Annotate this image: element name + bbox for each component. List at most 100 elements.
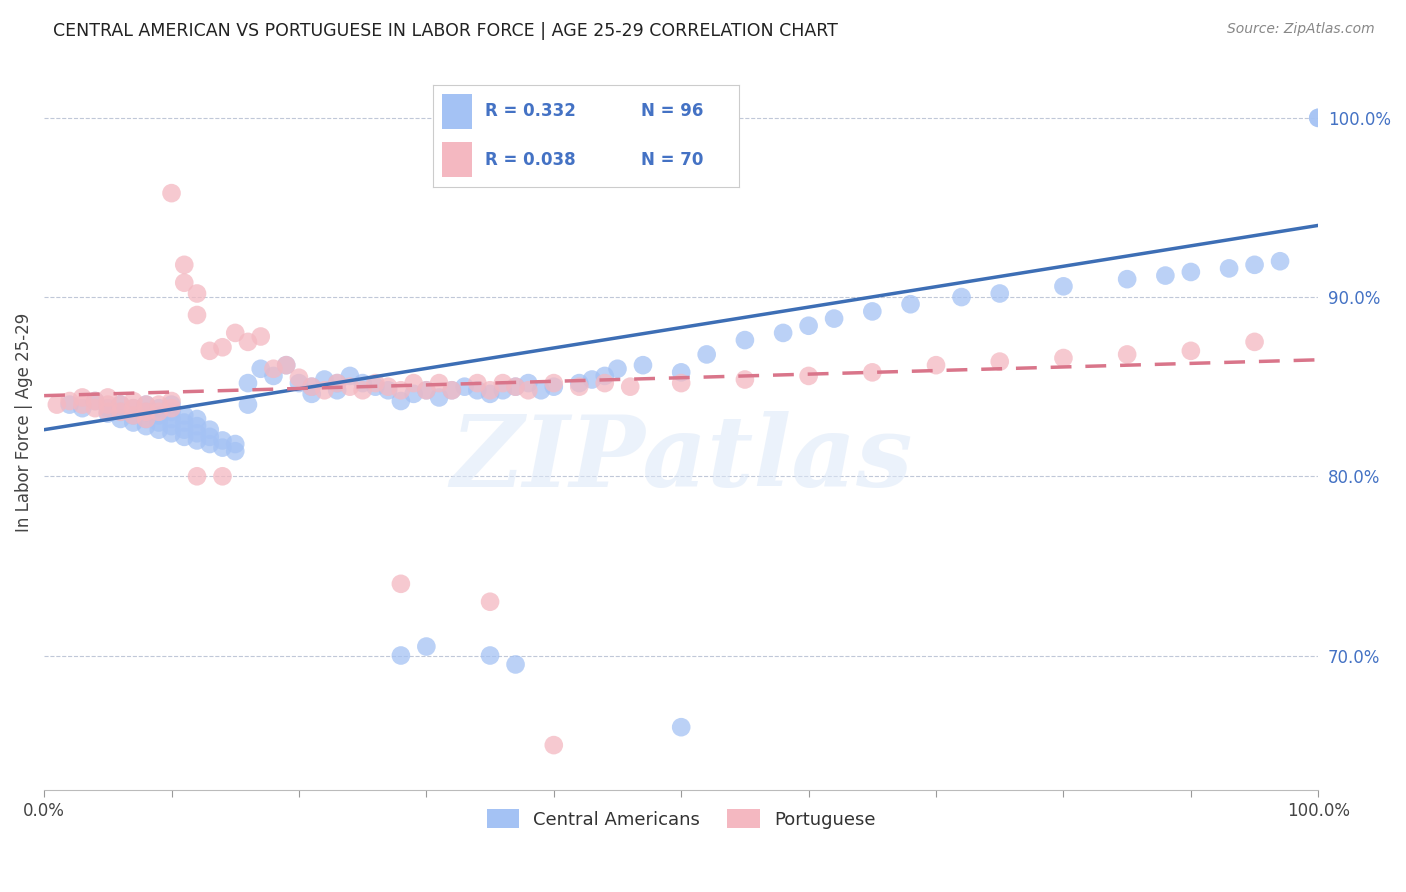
Point [160,426,183,441]
Point [479,387,502,401]
Text: Source: ZipAtlas.com: Source: ZipAtlas.com [1227,22,1375,37]
Point [135,412,157,426]
Point [58,398,80,412]
Point [543,738,565,752]
Point [198,343,221,358]
Point [198,430,221,444]
Point [148,423,170,437]
Point [45,398,67,412]
Point [110,405,132,419]
Point [988,286,1011,301]
Point [72,398,94,412]
Point [97,401,120,416]
Point [186,412,208,426]
Point [465,376,488,390]
Point [326,376,349,390]
Point [326,376,349,390]
Point [160,412,183,426]
Point [1308,111,1330,125]
Point [173,276,195,290]
Point [669,376,692,390]
Point [160,405,183,419]
Point [160,394,183,409]
Point [1243,258,1265,272]
Point [415,640,437,654]
Point [288,376,311,390]
Point [97,405,120,419]
Point [1180,343,1202,358]
Point [173,430,195,444]
Point [276,358,298,372]
Point [211,434,233,448]
Point [389,577,412,591]
Point [110,398,132,412]
Point [581,372,603,386]
Point [440,384,463,398]
Point [135,412,157,426]
Point [1180,265,1202,279]
Point [377,384,399,398]
Point [1154,268,1177,283]
Point [415,384,437,398]
Point [593,368,616,383]
Point [135,398,157,412]
Point [669,365,692,379]
Point [148,398,170,412]
Point [402,376,425,390]
Point [135,405,157,419]
Point [925,358,948,372]
Point [734,333,756,347]
Point [619,380,641,394]
Point [236,398,259,412]
Point [84,394,107,409]
Point [1243,334,1265,349]
Point [314,372,336,386]
Point [440,384,463,398]
Point [224,437,246,451]
Point [186,434,208,448]
Point [301,380,323,394]
Legend: Central Americans, Portuguese: Central Americans, Portuguese [479,802,883,836]
Point [249,329,271,343]
Point [276,358,298,372]
Point [1218,261,1240,276]
Point [301,387,323,401]
Point [288,370,311,384]
Point [236,376,259,390]
Point [505,657,527,672]
Point [160,401,183,416]
Point [110,398,132,412]
Point [198,423,221,437]
Point [135,398,157,412]
Point [339,380,361,394]
Point [72,401,94,416]
Point [797,368,820,383]
Point [186,469,208,483]
Point [148,405,170,419]
Point [696,347,718,361]
Point [173,416,195,430]
Point [135,419,157,434]
Point [314,384,336,398]
Point [415,384,437,398]
Text: CENTRAL AMERICAN VS PORTUGUESE IN LABOR FORCE | AGE 25-29 CORRELATION CHART: CENTRAL AMERICAN VS PORTUGUESE IN LABOR … [53,22,838,40]
Point [122,394,145,409]
Point [97,407,120,421]
Point [352,376,374,390]
Point [84,394,107,409]
Point [122,401,145,416]
Point [772,326,794,340]
Point [262,368,284,383]
Point [860,365,883,379]
Point [1116,272,1139,286]
Point [58,394,80,409]
Point [186,286,208,301]
Point [224,444,246,458]
Point [1116,347,1139,361]
Point [110,412,132,426]
Point [339,368,361,383]
Point [173,409,195,423]
Point [1308,111,1330,125]
Point [543,376,565,390]
Point [186,426,208,441]
